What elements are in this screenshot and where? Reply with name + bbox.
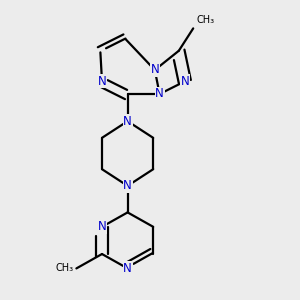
Text: N: N [123, 262, 132, 275]
Text: CH₃: CH₃ [55, 263, 73, 273]
Text: CH₃: CH₃ [196, 15, 214, 25]
Text: N: N [155, 88, 164, 100]
Text: N: N [123, 115, 132, 128]
Text: N: N [181, 75, 190, 88]
Text: N: N [123, 179, 132, 192]
Text: N: N [98, 220, 106, 233]
Text: N: N [98, 75, 106, 88]
Text: N: N [150, 64, 159, 76]
